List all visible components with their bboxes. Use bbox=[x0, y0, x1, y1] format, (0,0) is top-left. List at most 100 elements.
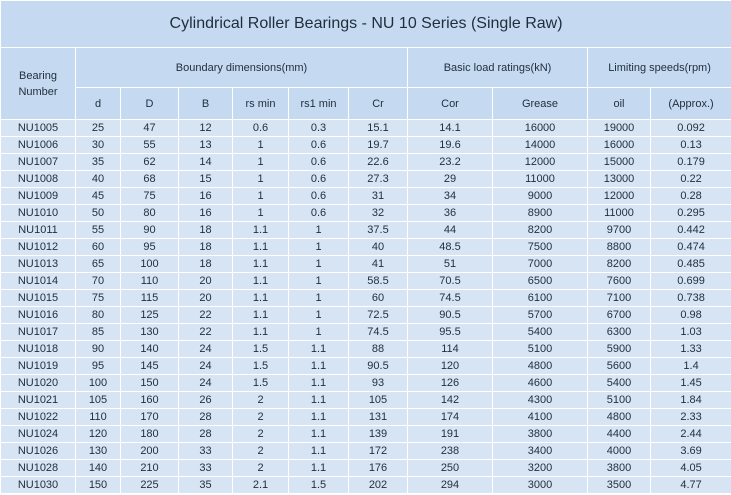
table-cell: 4600 bbox=[492, 374, 588, 392]
table-cell: 0.179 bbox=[649, 153, 731, 171]
bearing-number: NU1011 bbox=[0, 221, 76, 239]
table-cell: 191 bbox=[407, 425, 493, 443]
table-cell: 55 bbox=[120, 136, 179, 154]
table-cell: 0.474 bbox=[649, 238, 731, 256]
table-cell: 0.13 bbox=[649, 136, 731, 154]
table-cell: 24 bbox=[178, 357, 233, 375]
table-row: NU1028 140 210 33 2 1.1 176 250 3200 3800 4.05 bbox=[0, 459, 731, 477]
table-cell: 4.05 bbox=[649, 459, 731, 477]
table-cell: 18 bbox=[178, 255, 233, 273]
table-cell: 13000 bbox=[587, 170, 651, 188]
table-cell: 88 bbox=[348, 340, 408, 358]
table-cell: 5900 bbox=[587, 340, 651, 358]
table-cell: 68 bbox=[120, 170, 179, 188]
table-cell: 1 bbox=[288, 323, 349, 341]
table-cell: 3400 bbox=[492, 442, 588, 460]
table-cell: 11000 bbox=[492, 170, 588, 188]
table-cell: 33 bbox=[178, 442, 233, 460]
table-cell: 160 bbox=[120, 391, 179, 409]
table-cell: 80 bbox=[75, 306, 121, 324]
table-cell: 2.44 bbox=[649, 425, 731, 443]
table-cell: 11000 bbox=[587, 204, 651, 222]
bearing-number: NU1013 bbox=[0, 255, 76, 273]
column-header: (Approx.) bbox=[649, 87, 731, 120]
table-cell: 75 bbox=[120, 187, 179, 205]
table-cell: 0.22 bbox=[649, 170, 731, 188]
table-cell: 0.485 bbox=[649, 255, 731, 273]
table-cell: 210 bbox=[120, 459, 179, 477]
table-cell: 95 bbox=[120, 238, 179, 256]
table-cell: 4400 bbox=[587, 425, 651, 443]
table-cell: 250 bbox=[407, 459, 493, 477]
table-row: NU1019 95 145 24 1.5 1.1 90.5 120 4800 5600 1.4 bbox=[0, 357, 731, 375]
table-cell: 3.69 bbox=[649, 442, 731, 460]
table-cell: 14000 bbox=[492, 136, 588, 154]
table-cell: 95.5 bbox=[407, 323, 493, 341]
table-cell: 12000 bbox=[587, 187, 651, 205]
table-cell: 125 bbox=[120, 306, 179, 324]
table-cell: 1 bbox=[288, 221, 349, 239]
table-cell: 47 bbox=[120, 119, 179, 137]
bearing-number: NU1009 bbox=[0, 187, 76, 205]
table-cell: 7500 bbox=[492, 238, 588, 256]
table-cell: 40 bbox=[348, 238, 408, 256]
table-cell: 27.3 bbox=[348, 170, 408, 188]
table-cell: 16 bbox=[178, 187, 233, 205]
table-cell: 80 bbox=[120, 204, 179, 222]
table-cell: 13 bbox=[178, 136, 233, 154]
table-cell: 1.5 bbox=[232, 340, 289, 358]
table-cell: 32 bbox=[348, 204, 408, 222]
table-row: NU1020 100 150 24 1.5 1.1 93 126 4600 5400 1.45 bbox=[0, 374, 731, 392]
table-cell: 18 bbox=[178, 238, 233, 256]
table-cell: 1.1 bbox=[288, 391, 349, 409]
table-cell: 1.1 bbox=[288, 357, 349, 375]
table-cell: 0.6 bbox=[288, 136, 349, 154]
table-cell: 19.7 bbox=[348, 136, 408, 154]
table-cell: 48.5 bbox=[407, 238, 493, 256]
bearing-number: NU1017 bbox=[0, 323, 76, 341]
table-cell: 5600 bbox=[587, 357, 651, 375]
table-cell: 1.1 bbox=[288, 340, 349, 358]
table-cell: 131 bbox=[348, 408, 408, 426]
column-header: Cr bbox=[348, 87, 408, 120]
table-cell: 130 bbox=[75, 442, 121, 460]
bearing-number: NU1018 bbox=[0, 340, 76, 358]
bearing-number: NU1006 bbox=[0, 136, 76, 154]
table-cell: 60 bbox=[348, 289, 408, 307]
column-header: oil bbox=[587, 87, 651, 120]
table-cell: 142 bbox=[407, 391, 493, 409]
table-cell: 41 bbox=[348, 255, 408, 273]
table-cell: 7100 bbox=[587, 289, 651, 307]
column-header: Cor bbox=[407, 87, 493, 120]
table-cell: 2.1 bbox=[232, 476, 289, 494]
bearing-number: NU1007 bbox=[0, 153, 76, 171]
table-cell: 70.5 bbox=[407, 272, 493, 290]
table-cell: 74.5 bbox=[348, 323, 408, 341]
table-cell: 5400 bbox=[492, 323, 588, 341]
group-header: Boundary dimensions(mm) bbox=[75, 47, 408, 88]
table-cell: 36 bbox=[407, 204, 493, 222]
column-header: d bbox=[75, 87, 121, 120]
table-cell: 50 bbox=[75, 204, 121, 222]
table-cell: 58.5 bbox=[348, 272, 408, 290]
column-header: Grease bbox=[492, 87, 588, 120]
table-cell: 8200 bbox=[492, 221, 588, 239]
table-cell: 0.6 bbox=[288, 204, 349, 222]
table-cell: 0.98 bbox=[649, 306, 731, 324]
table-cell: 0.6 bbox=[288, 187, 349, 205]
table-cell: 202 bbox=[348, 476, 408, 494]
bearing-number: NU1005 bbox=[0, 119, 76, 137]
table-cell: 0.295 bbox=[649, 204, 731, 222]
table-cell: 1.1 bbox=[232, 255, 289, 273]
table-cell: 4000 bbox=[587, 442, 651, 460]
bearing-number: NU1008 bbox=[0, 170, 76, 188]
table-cell: 1.1 bbox=[288, 374, 349, 392]
table-cell: 3800 bbox=[587, 459, 651, 477]
table-cell: 140 bbox=[75, 459, 121, 477]
table-cell: 9000 bbox=[492, 187, 588, 205]
table-cell: 0.092 bbox=[649, 119, 731, 137]
column-header: rs1 min bbox=[288, 87, 349, 120]
table-cell: 1 bbox=[232, 136, 289, 154]
table-cell: 35 bbox=[75, 153, 121, 171]
